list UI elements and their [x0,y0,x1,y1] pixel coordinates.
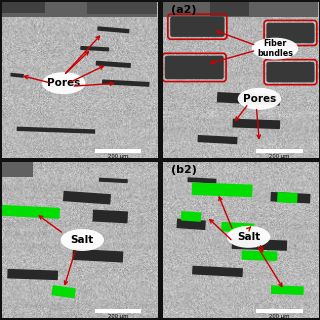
FancyBboxPatch shape [52,285,76,298]
Text: 200 μm: 200 μm [108,155,128,159]
FancyBboxPatch shape [10,73,24,78]
Ellipse shape [227,226,270,248]
FancyBboxPatch shape [217,92,280,106]
FancyBboxPatch shape [170,17,225,37]
FancyBboxPatch shape [192,266,243,277]
Bar [256,309,303,313]
FancyBboxPatch shape [176,219,206,230]
FancyBboxPatch shape [232,119,280,129]
Text: Fiber
bundles: Fiber bundles [257,39,293,58]
FancyBboxPatch shape [63,191,111,204]
Text: (b2): (b2) [171,164,197,175]
Bar [2,2,157,17]
FancyBboxPatch shape [0,205,60,219]
Bar [256,149,303,153]
FancyBboxPatch shape [232,239,287,251]
FancyBboxPatch shape [102,79,149,87]
FancyBboxPatch shape [197,135,237,144]
Text: 200 μm: 200 μm [269,315,290,319]
FancyBboxPatch shape [267,62,315,82]
Bar [2,162,33,177]
FancyBboxPatch shape [96,61,131,68]
FancyBboxPatch shape [188,177,217,184]
FancyBboxPatch shape [277,192,298,203]
Bar [95,309,141,313]
FancyBboxPatch shape [192,182,252,197]
Text: Salt: Salt [71,235,94,245]
FancyBboxPatch shape [181,211,202,222]
FancyBboxPatch shape [267,23,315,43]
Text: Salt: Salt [237,232,260,242]
Bar [87,2,157,14]
FancyBboxPatch shape [97,26,129,33]
FancyBboxPatch shape [17,127,95,134]
FancyBboxPatch shape [242,250,277,261]
FancyBboxPatch shape [221,222,254,233]
Ellipse shape [238,88,281,110]
FancyBboxPatch shape [99,178,128,183]
FancyBboxPatch shape [92,210,128,223]
Text: Pores: Pores [243,94,276,104]
FancyBboxPatch shape [165,56,224,79]
Bar [210,2,249,16]
FancyBboxPatch shape [80,46,109,52]
Ellipse shape [60,229,104,251]
Ellipse shape [42,72,85,94]
FancyBboxPatch shape [7,269,58,280]
Ellipse shape [252,38,298,60]
Text: 200 μm: 200 μm [108,315,128,319]
FancyBboxPatch shape [72,249,123,262]
Bar [163,2,318,17]
Text: Pores: Pores [47,78,80,88]
FancyBboxPatch shape [270,192,310,204]
Bar [2,2,45,12]
Text: (a2): (a2) [171,4,196,15]
FancyBboxPatch shape [271,285,304,295]
Bar [95,149,141,153]
Text: 200 μm: 200 μm [269,155,290,159]
